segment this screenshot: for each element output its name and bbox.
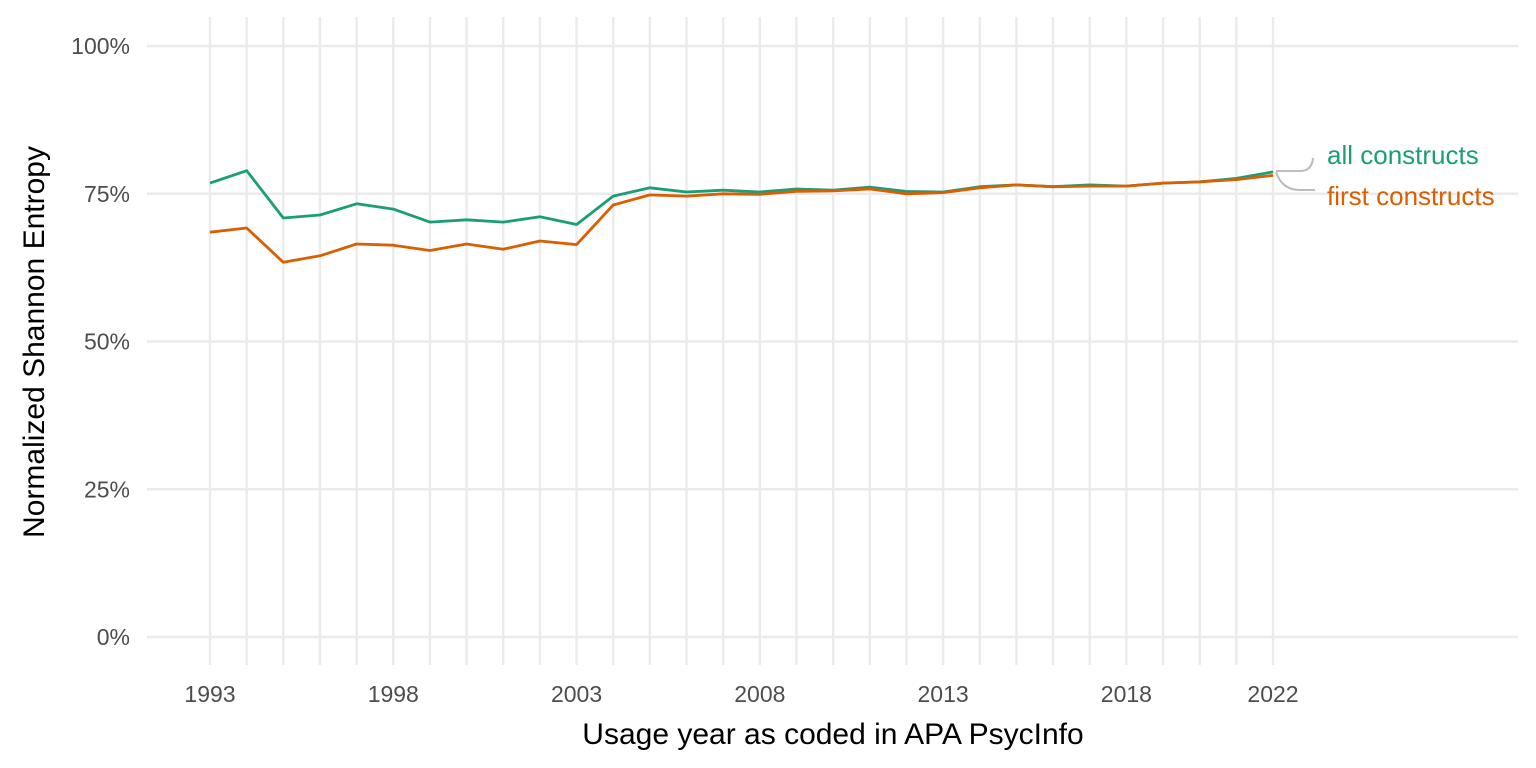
- x-tick-label: 2008: [734, 681, 785, 707]
- series-label: all constructs: [1327, 140, 1479, 170]
- x-tick-label: 1993: [184, 681, 235, 707]
- y-tick-label: 0%: [97, 624, 130, 650]
- x-tick-label: 2003: [551, 681, 602, 707]
- x-tick-label: 2018: [1101, 681, 1152, 707]
- y-tick-label: 75%: [84, 181, 130, 207]
- series-label: first constructs: [1327, 181, 1495, 211]
- y-tick-label: 50%: [84, 329, 130, 355]
- series-lines: [209, 169, 1274, 264]
- x-tick-label: 2022: [1247, 681, 1298, 707]
- series-line: [209, 169, 1274, 226]
- y-tick-label: 25%: [84, 476, 130, 502]
- y-tick-labels: 0% 25% 50% 75% 100%: [71, 33, 130, 650]
- x-tick-label: 1998: [368, 681, 419, 707]
- grid-lines: [147, 17, 1518, 665]
- label-leader-line: [1275, 171, 1315, 191]
- x-tick-label: 2013: [918, 681, 969, 707]
- label-leader-line: [1276, 157, 1314, 172]
- y-tick-label: 100%: [71, 33, 130, 59]
- x-axis-title: Usage year as coded in APA PsycInfo: [582, 718, 1083, 751]
- series-labels: all constructs first constructs: [1275, 140, 1495, 211]
- y-axis-title: Normalized Shannon Entropy: [18, 146, 51, 538]
- series-line: [209, 174, 1274, 264]
- x-tick-labels: 1993 1998 2003 2008 2013 2018 2022: [184, 681, 1298, 707]
